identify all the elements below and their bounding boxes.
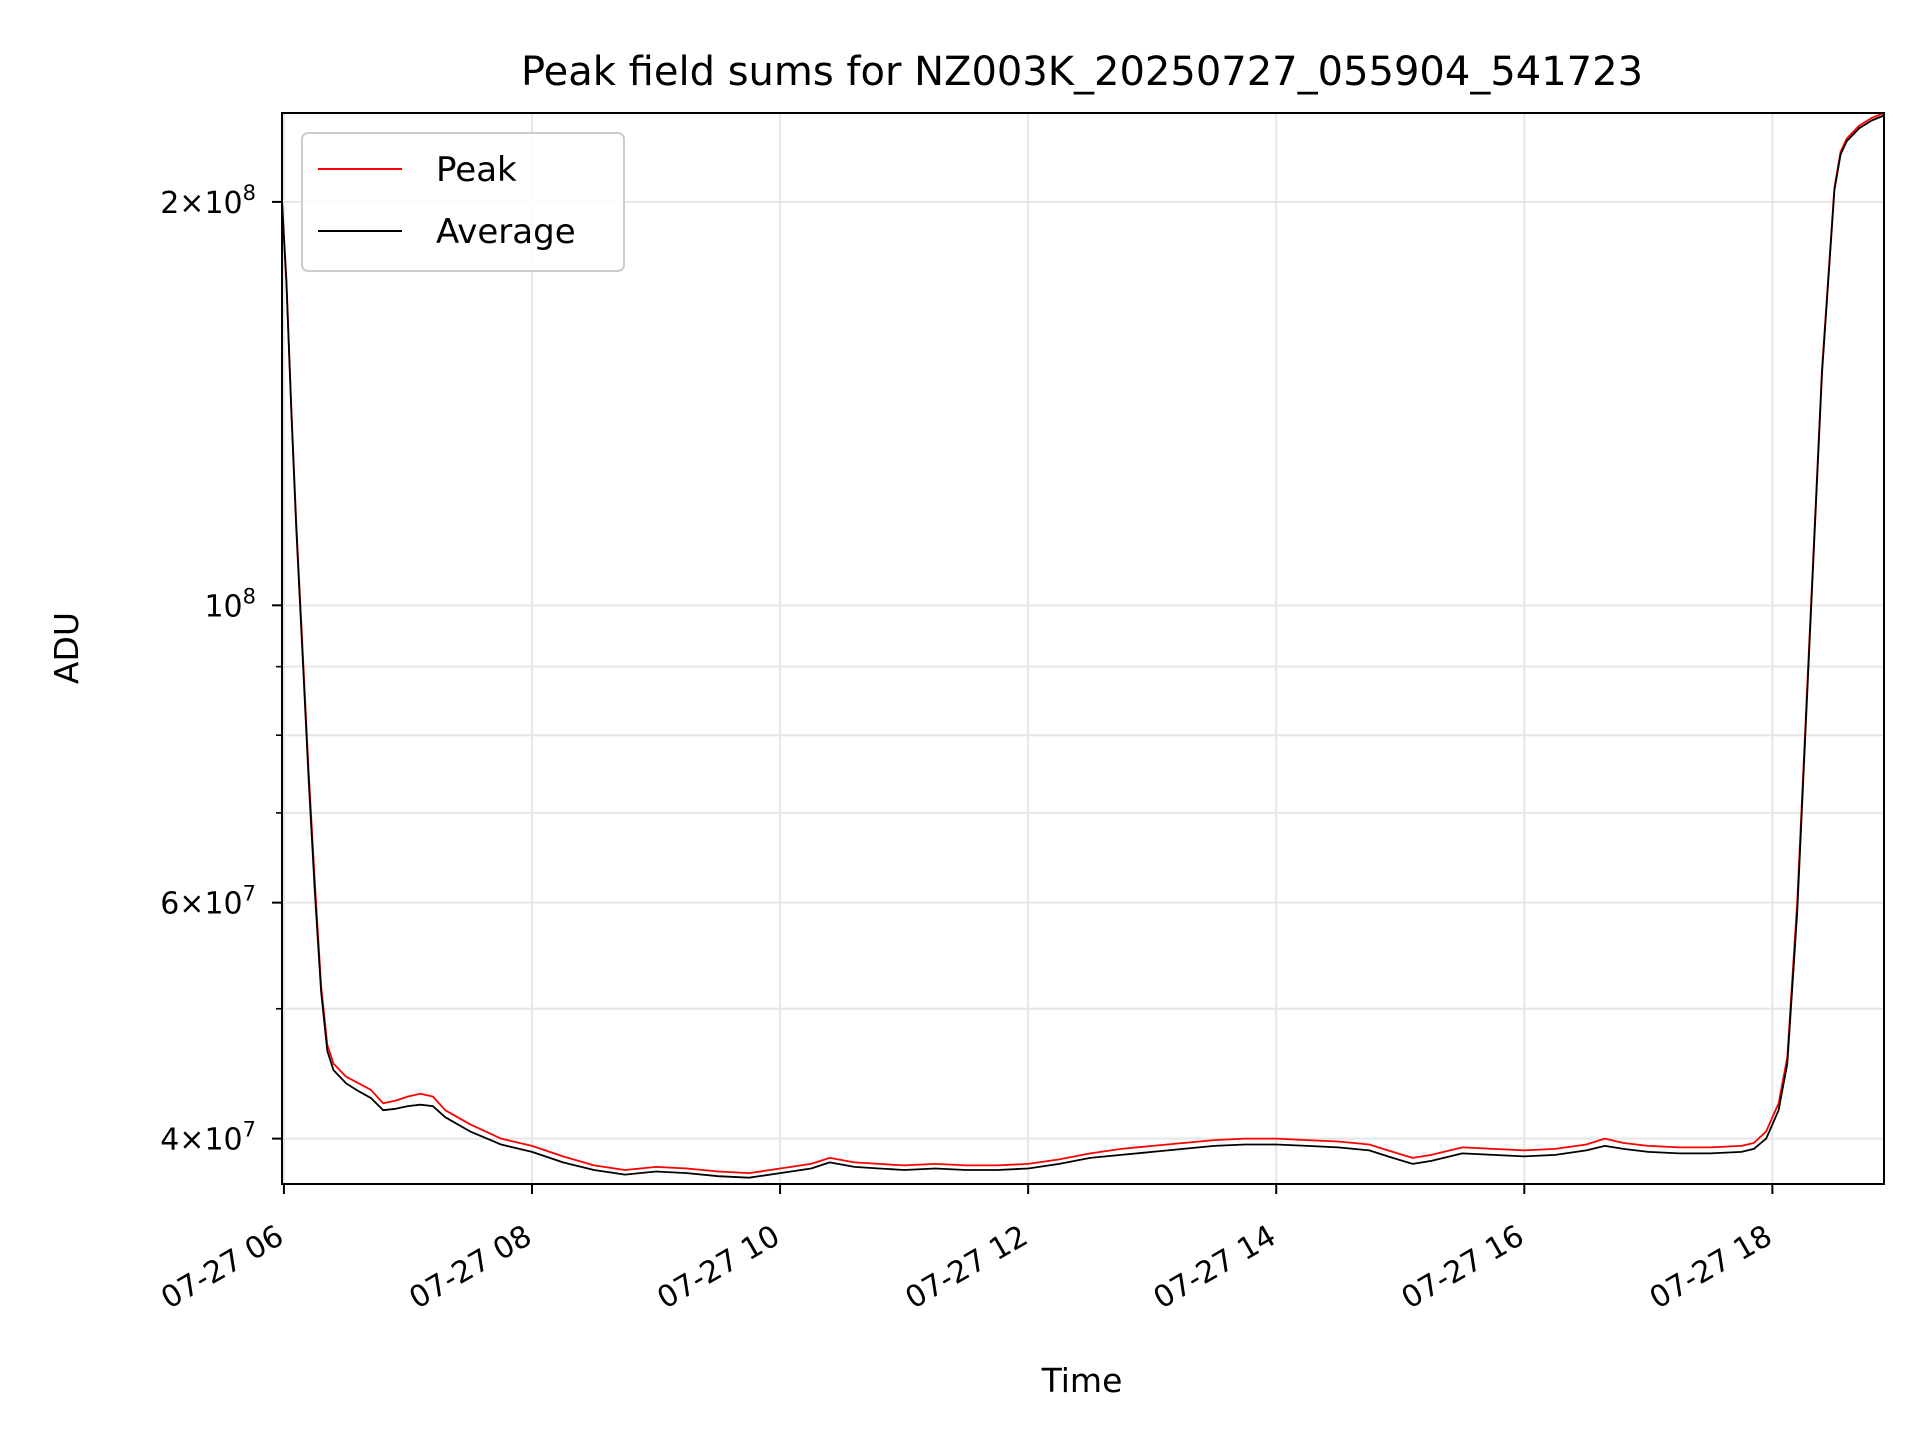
legend: Peak Average (301, 132, 625, 272)
legend-label-average: Average (436, 212, 576, 252)
plot-frame (281, 112, 1885, 1185)
series-line-average (281, 114, 1885, 1179)
chart-title: Peak field sums for NZ003K_20250727_0559… (521, 49, 1643, 95)
legend-box (301, 132, 625, 272)
y-tick-label: 4×107 (160, 1118, 256, 1158)
x-axis-label: Time (1041, 1361, 1123, 1400)
plot-lines (281, 112, 1885, 1179)
y-axis-ticks: 4×107 6×107 108 2×108 (160, 181, 282, 1158)
series-line-peak (281, 112, 1885, 1174)
y-tick-label: 2×108 (160, 181, 256, 221)
y-axis-label: ADU (47, 612, 86, 684)
legend-label-peak: Peak (436, 150, 517, 190)
y-tick-label: 6×107 (160, 882, 256, 922)
grid (282, 113, 1884, 1184)
y-tick-label: 108 (204, 584, 256, 624)
